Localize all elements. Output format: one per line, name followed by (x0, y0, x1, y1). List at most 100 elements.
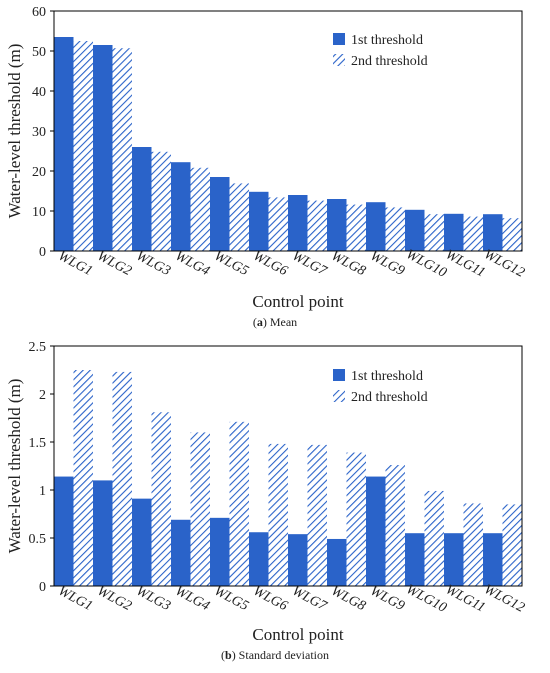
bar-first-threshold-wlg11 (444, 533, 464, 586)
x-category-label: WLG10 (403, 582, 449, 616)
legend: 1st threshold 2nd threshold (333, 33, 428, 69)
bar-first-threshold-wlg11 (444, 213, 464, 251)
bar-second-threshold-wlg7 (307, 444, 327, 586)
y-axis-title: Water-level threshold (m) (5, 44, 24, 219)
x-category-label: WLG1 (55, 249, 94, 279)
x-category-label: WLG12 (481, 247, 527, 281)
figure-caption: (b) Standard deviation (221, 648, 329, 662)
bar-first-threshold-wlg10 (405, 533, 425, 586)
bar-second-threshold-wlg5 (229, 183, 249, 251)
bar-second-threshold-wlg6 (268, 443, 288, 586)
bar-first-threshold-wlg4 (171, 519, 191, 586)
bar-second-threshold-wlg9 (385, 207, 405, 251)
x-category-label: WLG2 (94, 584, 133, 614)
y-tick-label: 2.5 (29, 340, 47, 355)
figure-caption: (a) Mean (253, 315, 297, 329)
bar-first-threshold-wlg10 (405, 209, 425, 251)
legend-swatch (333, 390, 345, 402)
legend-label: 2nd threshold (351, 390, 428, 405)
y-tick-label: 20 (32, 165, 46, 180)
legend-label: 1st threshold (351, 369, 423, 384)
bar-first-threshold-wlg4 (171, 162, 191, 251)
x-category-label: WLG4 (172, 249, 211, 279)
bar-first-threshold-wlg8 (327, 199, 347, 251)
x-axis-title: Control point (252, 292, 343, 311)
legend-swatch (333, 369, 345, 381)
bar-first-threshold-wlg5 (210, 177, 230, 251)
y-tick-label: 10 (32, 205, 46, 220)
x-category-label: WLG3 (133, 249, 172, 279)
bar-second-threshold-wlg2 (112, 48, 132, 252)
y-tick-label: 60 (32, 5, 46, 20)
x-category-label: WLG7 (289, 584, 329, 615)
x-category-label: WLG7 (289, 249, 329, 280)
y-tick-label: 1 (39, 484, 46, 499)
x-axis-title: Control point (252, 625, 343, 644)
plot-area-frame (53, 345, 523, 587)
y-tick-label: 40 (32, 85, 46, 100)
bar-first-threshold-wlg1 (54, 37, 74, 251)
x-category-label: WLG4 (172, 584, 211, 614)
legend-swatch (333, 54, 345, 66)
bar-first-threshold-wlg9 (366, 476, 386, 586)
bar-second-threshold-wlg8 (346, 204, 366, 251)
y-axis-title: Water-level threshold (m) (5, 379, 24, 554)
x-category-label: WLG9 (367, 584, 406, 614)
bar-first-threshold-wlg2 (93, 480, 113, 586)
x-category-label: WLG9 (367, 249, 406, 279)
x-category-label: WLG6 (250, 249, 289, 279)
y-tick-label: 1.5 (29, 436, 47, 451)
x-category-label: WLG11 (443, 247, 488, 280)
bar-second-threshold-wlg9 (385, 465, 405, 586)
bar-second-threshold-wlg6 (268, 197, 288, 251)
bar-second-threshold-wlg3 (151, 412, 171, 586)
y-tick-label: 2 (39, 388, 46, 403)
bar-second-threshold-wlg10 (424, 214, 444, 251)
bar-first-threshold-wlg1 (54, 476, 74, 586)
bar-second-threshold-wlg11 (463, 216, 483, 251)
bar-second-threshold-wlg5 (229, 421, 249, 586)
x-category-label: WLG1 (55, 584, 94, 614)
bar-first-threshold-wlg3 (132, 498, 152, 586)
bar-first-threshold-wlg9 (366, 202, 386, 251)
bar-first-threshold-wlg7 (288, 534, 308, 586)
legend-label: 2nd threshold (351, 54, 428, 69)
bar-first-threshold-wlg7 (288, 195, 308, 251)
x-category-label: WLG8 (328, 249, 367, 279)
bar-second-threshold-wlg10 (424, 490, 444, 586)
bar-first-threshold-wlg3 (132, 147, 152, 251)
bar-second-threshold-wlg2 (112, 371, 132, 586)
x-category-label: WLG5 (211, 584, 250, 614)
bar-first-threshold-wlg6 (249, 532, 269, 586)
bar-second-threshold-wlg1 (73, 370, 93, 586)
bar-first-threshold-wlg5 (210, 517, 230, 586)
bar-second-threshold-wlg8 (346, 452, 366, 586)
x-category-label: WLG8 (328, 584, 367, 614)
x-category-label: WLG11 (443, 582, 488, 615)
y-tick-label: 0.5 (29, 532, 47, 547)
bar-first-threshold-wlg8 (327, 538, 347, 586)
x-category-label: WLG10 (403, 247, 449, 281)
chart-2: 0 0.5 1 1.5 2 2.5 WLG1 WLG2 WLG3 WLG4 WLG5 WLG6 WLG7… (5, 340, 527, 662)
legend-label: 1st threshold (351, 33, 423, 48)
x-category-label: WLG6 (250, 584, 289, 614)
bar-first-threshold-wlg12 (483, 214, 503, 251)
x-category-label: WLG5 (211, 249, 250, 279)
bar-second-threshold-wlg11 (463, 503, 483, 586)
y-tick-label: 0 (39, 245, 46, 260)
bar-second-threshold-wlg7 (307, 200, 327, 251)
bar-first-threshold-wlg6 (249, 191, 269, 251)
legend-swatch (333, 33, 345, 45)
bar-second-threshold-wlg4 (190, 167, 210, 251)
bar-second-threshold-wlg1 (73, 41, 93, 251)
x-category-label: WLG3 (133, 584, 172, 614)
y-tick-label: 30 (32, 125, 46, 140)
x-category-label: WLG12 (481, 582, 527, 616)
bar-second-threshold-wlg12 (502, 218, 522, 251)
bar-second-threshold-wlg4 (190, 432, 210, 586)
legend: 1st threshold 2nd threshold (333, 369, 428, 405)
x-category-label: WLG2 (94, 249, 133, 279)
